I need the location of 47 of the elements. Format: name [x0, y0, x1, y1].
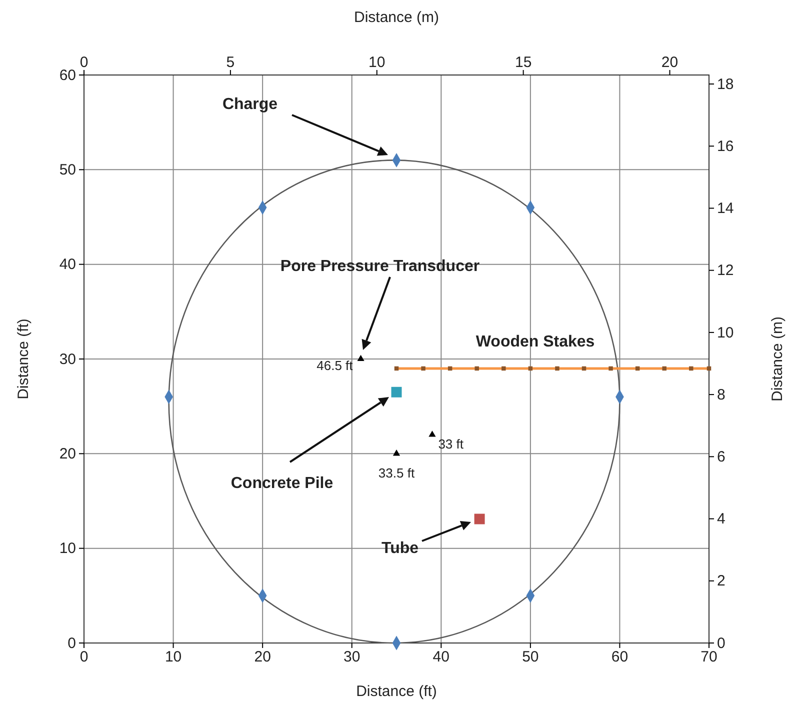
y-tick-label: 20 [59, 445, 76, 462]
point [392, 450, 400, 456]
y-tick-label: 60 [59, 66, 76, 84]
y-tick-label: 50 [59, 161, 76, 178]
y2-tick-label: 10 [717, 324, 734, 342]
annotation: Tube [381, 540, 419, 557]
x-tick-label: 70 [700, 648, 718, 666]
y2-tick-label: 8 [717, 386, 726, 404]
x2-axis-title: Distance (m) [354, 9, 440, 26]
x2-tick-label: 10 [368, 54, 386, 71]
annotation: 33 ft [438, 436, 464, 452]
y2-tick-label: 14 [717, 200, 734, 218]
x-tick-label: 10 [164, 648, 182, 666]
x-axis-title: Distance (ft) [356, 683, 437, 700]
point [357, 354, 364, 362]
point [428, 430, 436, 437]
x-tick-label: 50 [522, 648, 539, 666]
y-tick-label: 0 [68, 634, 76, 652]
x-tick-label: 20 [254, 648, 271, 666]
x-tick-label: 40 [432, 648, 450, 666]
y2-tick-label: 18 [717, 76, 734, 93]
y2-tick-label: 12 [717, 262, 734, 280]
y2-axis-title: Distance (m) [769, 316, 786, 402]
y2-tick-label: 4 [717, 510, 726, 528]
x2-tick-label: 20 [661, 54, 678, 71]
y-tick-label: 30 [59, 350, 76, 368]
x-tick-label: 0 [80, 648, 88, 666]
point [391, 386, 402, 398]
annotation: Charge [222, 96, 278, 113]
x-tick-label: 30 [344, 648, 360, 666]
y2-tick-label: 16 [717, 138, 734, 155]
x2-tick-label: 5 [226, 54, 235, 71]
y-tick-label: 10 [59, 540, 76, 558]
y-tick-label: 40 [59, 256, 76, 274]
x-tick-label: 60 [611, 648, 628, 666]
y2-tick-label: 6 [717, 448, 726, 466]
annotation: 33.5 ft [378, 466, 415, 481]
y2-tick-label: 2 [717, 572, 726, 590]
annotation: Concrete Pile [230, 475, 334, 492]
annotation: 46.5 ft [316, 358, 354, 373]
annotation: Wooden Stakes [476, 333, 595, 350]
x2-tick-label: 15 [514, 54, 532, 71]
point [474, 514, 485, 524]
annotation: Pore Pressure Transducer [280, 258, 480, 275]
x2-tick-label: 0 [80, 54, 88, 71]
y-axis-title: Distance (ft) [15, 318, 32, 400]
y2-tick-label: 0 [717, 634, 726, 652]
